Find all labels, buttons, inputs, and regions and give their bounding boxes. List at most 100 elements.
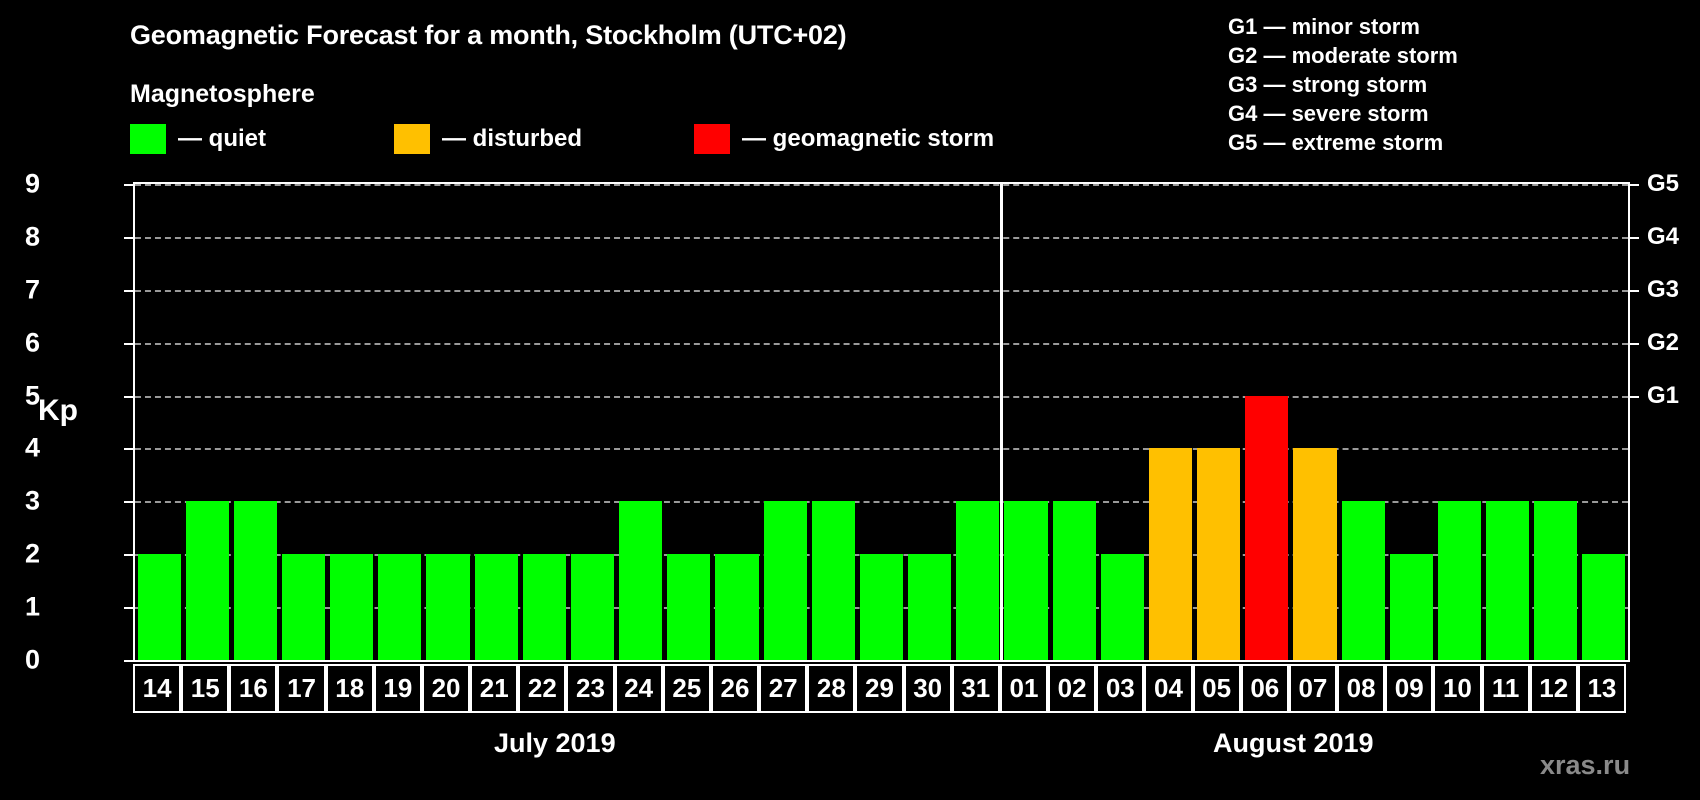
date-label-12: 12 bbox=[1529, 664, 1578, 713]
gscale-line-3: G3 — strong storm bbox=[1228, 72, 1428, 97]
date-label-18: 18 bbox=[325, 664, 374, 713]
date-label-04: 04 bbox=[1144, 664, 1193, 713]
bar-01 bbox=[1004, 501, 1048, 660]
g-tick-label-g5: G5 bbox=[1647, 170, 1680, 197]
date-label-13: 13 bbox=[1577, 664, 1626, 713]
legend-swatch-storm bbox=[694, 124, 731, 154]
y-tick-label-7: 7 bbox=[24, 274, 40, 305]
date-axis: 14 15 16 17 18 19 20 21 22 23 24 25 26 27 28 29 30 31 01 02… bbox=[133, 664, 1630, 713]
gscale-line-1: G1 — minor storm bbox=[1228, 14, 1420, 39]
g-tick-mark-g5 bbox=[1628, 184, 1639, 186]
y-tick-label-1: 1 bbox=[24, 591, 40, 622]
bar-04 bbox=[1148, 448, 1193, 660]
bar-05 bbox=[1197, 448, 1241, 660]
bar-24 bbox=[619, 501, 663, 660]
bar-29 bbox=[859, 554, 904, 660]
month-caption-july: July 2019 bbox=[494, 728, 616, 758]
bar-30 bbox=[908, 554, 952, 660]
g-tick-mark-g2 bbox=[1628, 342, 1639, 345]
gscale-line-2: G2 — moderate storm bbox=[1228, 43, 1458, 68]
bar-16 bbox=[233, 501, 277, 660]
gridline-kp-8 bbox=[135, 236, 1628, 239]
bar-25 bbox=[667, 554, 711, 660]
g-tick-label-g1: G1 bbox=[1647, 381, 1680, 409]
magnetosphere-label: Magnetosphere bbox=[130, 80, 315, 108]
g-tick-mark-g3 bbox=[1628, 289, 1639, 292]
date-label-11: 11 bbox=[1481, 664, 1530, 713]
y-tick-label-5: 5 bbox=[24, 380, 40, 411]
date-label-15: 15 bbox=[181, 664, 230, 713]
legend-item-disturbed: — disturbed bbox=[394, 124, 582, 154]
date-label-03: 03 bbox=[1096, 664, 1145, 713]
g-tick-label-g3: G3 bbox=[1647, 275, 1680, 303]
g-tick-label-g2: G2 bbox=[1647, 328, 1680, 356]
date-label-02: 02 bbox=[1048, 664, 1097, 713]
gridline-kp-9 bbox=[135, 184, 1628, 186]
date-label-24: 24 bbox=[614, 664, 663, 713]
bar-17 bbox=[281, 554, 326, 660]
month-caption-august: August 2019 bbox=[1213, 728, 1374, 758]
legend-label-quiet: — quiet bbox=[178, 125, 266, 152]
bar-27 bbox=[763, 501, 807, 660]
date-label-29: 29 bbox=[855, 664, 904, 713]
y-tick-label-4: 4 bbox=[24, 432, 40, 463]
legend-swatch-quiet bbox=[130, 124, 166, 154]
bar-08 bbox=[1341, 501, 1385, 660]
legend-item-storm: — geomagnetic storm bbox=[694, 124, 994, 154]
legend-label-disturbed: — disturbed bbox=[442, 125, 583, 152]
bar-07 bbox=[1293, 448, 1337, 660]
date-label-26: 26 bbox=[710, 664, 760, 713]
date-label-14: 14 bbox=[133, 664, 182, 713]
bar-06 bbox=[1245, 395, 1289, 660]
gscale-line-4: G4 — severe storm bbox=[1228, 101, 1429, 126]
bar-22 bbox=[522, 554, 566, 660]
bar-26 bbox=[715, 554, 759, 660]
gridline-kp-3 bbox=[135, 501, 1628, 504]
date-label-07: 07 bbox=[1288, 664, 1338, 713]
gridline-kp-5 bbox=[135, 395, 1628, 398]
bar-20 bbox=[426, 554, 470, 660]
y-tick-mark-0 bbox=[124, 660, 135, 662]
date-label-20: 20 bbox=[421, 664, 471, 713]
y-axis-title: Kp bbox=[38, 394, 78, 427]
y-tick-mark-8 bbox=[124, 236, 135, 239]
y-tick-label-3: 3 bbox=[24, 485, 40, 516]
y-tick-mark-5 bbox=[124, 395, 135, 398]
legend-label-storm: — geomagnetic storm bbox=[742, 125, 995, 152]
page-title: Geomagnetic Forecast for a month, Stockh… bbox=[130, 20, 847, 50]
g-tick-mark-g4 bbox=[1628, 236, 1639, 239]
bar-10 bbox=[1437, 501, 1481, 660]
date-label-21: 21 bbox=[470, 664, 519, 713]
date-label-09: 09 bbox=[1385, 664, 1434, 713]
bar-11 bbox=[1486, 501, 1530, 660]
bar-23 bbox=[570, 554, 615, 660]
date-label-19: 19 bbox=[373, 664, 422, 713]
bar-18 bbox=[330, 554, 374, 660]
plot-area: 0 1 2 3 4 5 6 7 8 9 G1 G2 G3 G4 G5 bbox=[25, 169, 1679, 675]
bars-layer bbox=[135, 184, 1628, 660]
bar-15 bbox=[185, 501, 229, 660]
month-divider bbox=[1000, 184, 1004, 660]
bar-13 bbox=[1582, 554, 1626, 660]
date-label-23: 23 bbox=[566, 664, 615, 713]
bar-03 bbox=[1100, 554, 1144, 660]
y-tick-mark-1 bbox=[124, 607, 135, 610]
bar-21 bbox=[474, 554, 518, 660]
gridline-kp-4 bbox=[135, 448, 1628, 451]
legend-swatch-disturbed bbox=[394, 124, 430, 154]
y-tick-mark-9 bbox=[124, 184, 135, 186]
gscale-line-5: G5 — extreme storm bbox=[1228, 130, 1444, 155]
y-tick-mark-3 bbox=[124, 501, 135, 504]
y-tick-mark-4 bbox=[124, 448, 135, 451]
y-tick-mark-6 bbox=[124, 342, 135, 345]
y-tick-label-0: 0 bbox=[24, 644, 40, 675]
y-tick-label-2: 2 bbox=[24, 538, 40, 569]
date-label-01: 01 bbox=[999, 664, 1049, 713]
date-label-25: 25 bbox=[662, 664, 711, 713]
gridline-kp-6 bbox=[135, 342, 1628, 345]
g-tick-label-g4: G4 bbox=[1647, 222, 1680, 250]
y-tick-label-9: 9 bbox=[24, 168, 40, 199]
date-label-10: 10 bbox=[1433, 664, 1482, 713]
date-label-31: 31 bbox=[951, 664, 1000, 713]
bar-28 bbox=[811, 501, 855, 660]
